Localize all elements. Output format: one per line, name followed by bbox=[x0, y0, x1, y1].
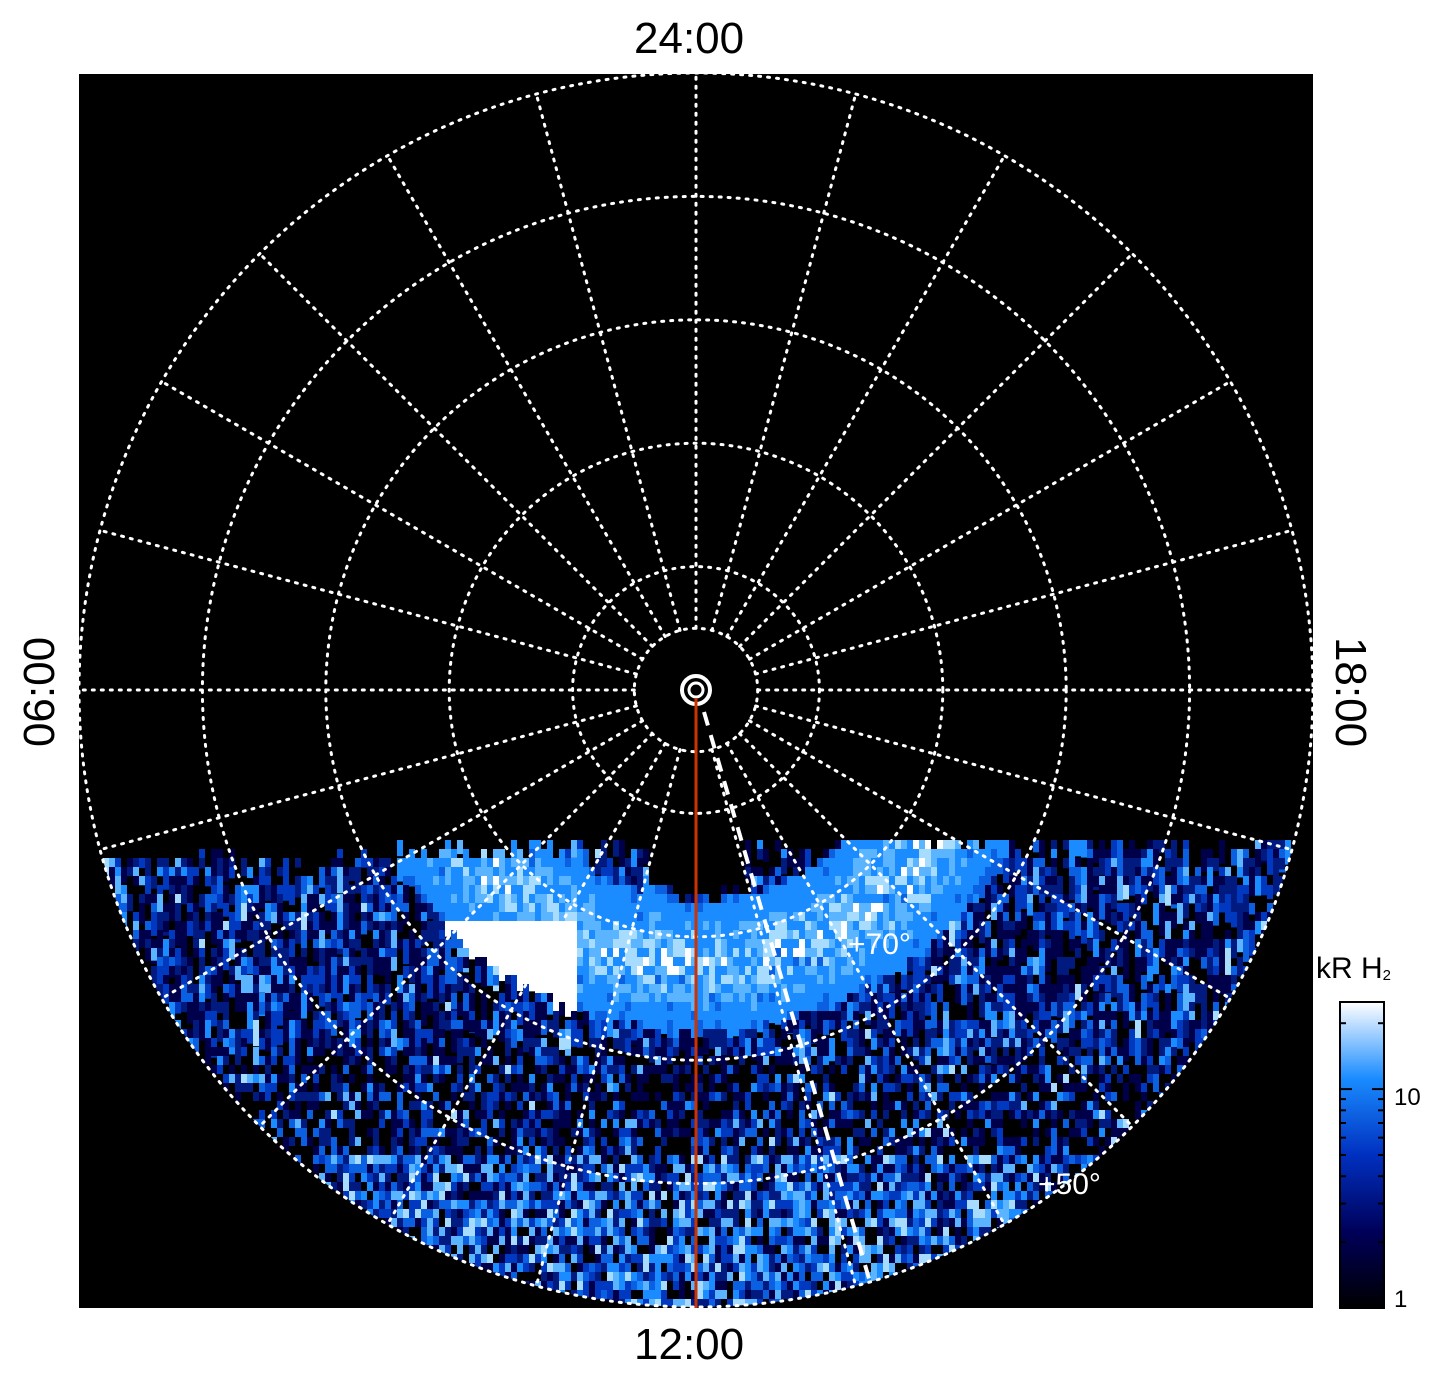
local-time-label-left: 06:00 bbox=[15, 636, 64, 748]
colorbar-gradient bbox=[1339, 1001, 1385, 1309]
meridian-17 bbox=[98, 528, 638, 676]
latitude-label-50: +50° bbox=[1038, 1168, 1101, 1201]
meridian-23 bbox=[534, 748, 682, 1288]
meridian-22 bbox=[386, 741, 667, 1226]
meridian-16 bbox=[160, 380, 645, 661]
colorbar-title-subscript: 2 bbox=[1382, 967, 1392, 984]
colorbar-tick-1: 1 bbox=[1394, 1286, 1408, 1313]
meridian-7 bbox=[754, 528, 1294, 676]
latitude-label-70: +70° bbox=[848, 928, 911, 961]
meridian-5 bbox=[754, 704, 1294, 852]
overlay-layer bbox=[680, 674, 872, 1308]
meridian-10 bbox=[725, 154, 1006, 639]
dashed-direction-line bbox=[702, 711, 872, 1283]
colorbar-title: kR H2 bbox=[1316, 952, 1391, 986]
colorbar bbox=[1339, 1001, 1385, 1309]
local-time-label-right: 18:00 bbox=[1326, 636, 1375, 748]
meridian-14 bbox=[386, 154, 667, 639]
meridian-19 bbox=[98, 704, 638, 852]
meridian-15 bbox=[258, 252, 654, 648]
meridian-9 bbox=[738, 252, 1134, 648]
meridian-4 bbox=[747, 719, 1232, 1000]
meridian-3 bbox=[738, 732, 1134, 1128]
local-time-label-bottom: 12:00 bbox=[634, 1320, 745, 1369]
meridian-13 bbox=[534, 92, 682, 632]
meridian-21 bbox=[258, 732, 654, 1128]
latitude-circle-40 bbox=[77, 71, 1315, 1309]
colorbar-title-text: kR H bbox=[1316, 952, 1383, 985]
colorbar-tick-10: 10 bbox=[1394, 1084, 1421, 1111]
meridian-8 bbox=[747, 380, 1232, 661]
pole-marker-inner bbox=[687, 681, 705, 699]
meridian-20 bbox=[160, 719, 645, 1000]
meridian-11 bbox=[710, 92, 858, 632]
meridian-2 bbox=[725, 741, 1006, 1226]
grid-layer bbox=[77, 71, 1315, 1309]
meridian-1 bbox=[710, 748, 858, 1288]
local-time-label-top: 24:00 bbox=[634, 14, 745, 63]
